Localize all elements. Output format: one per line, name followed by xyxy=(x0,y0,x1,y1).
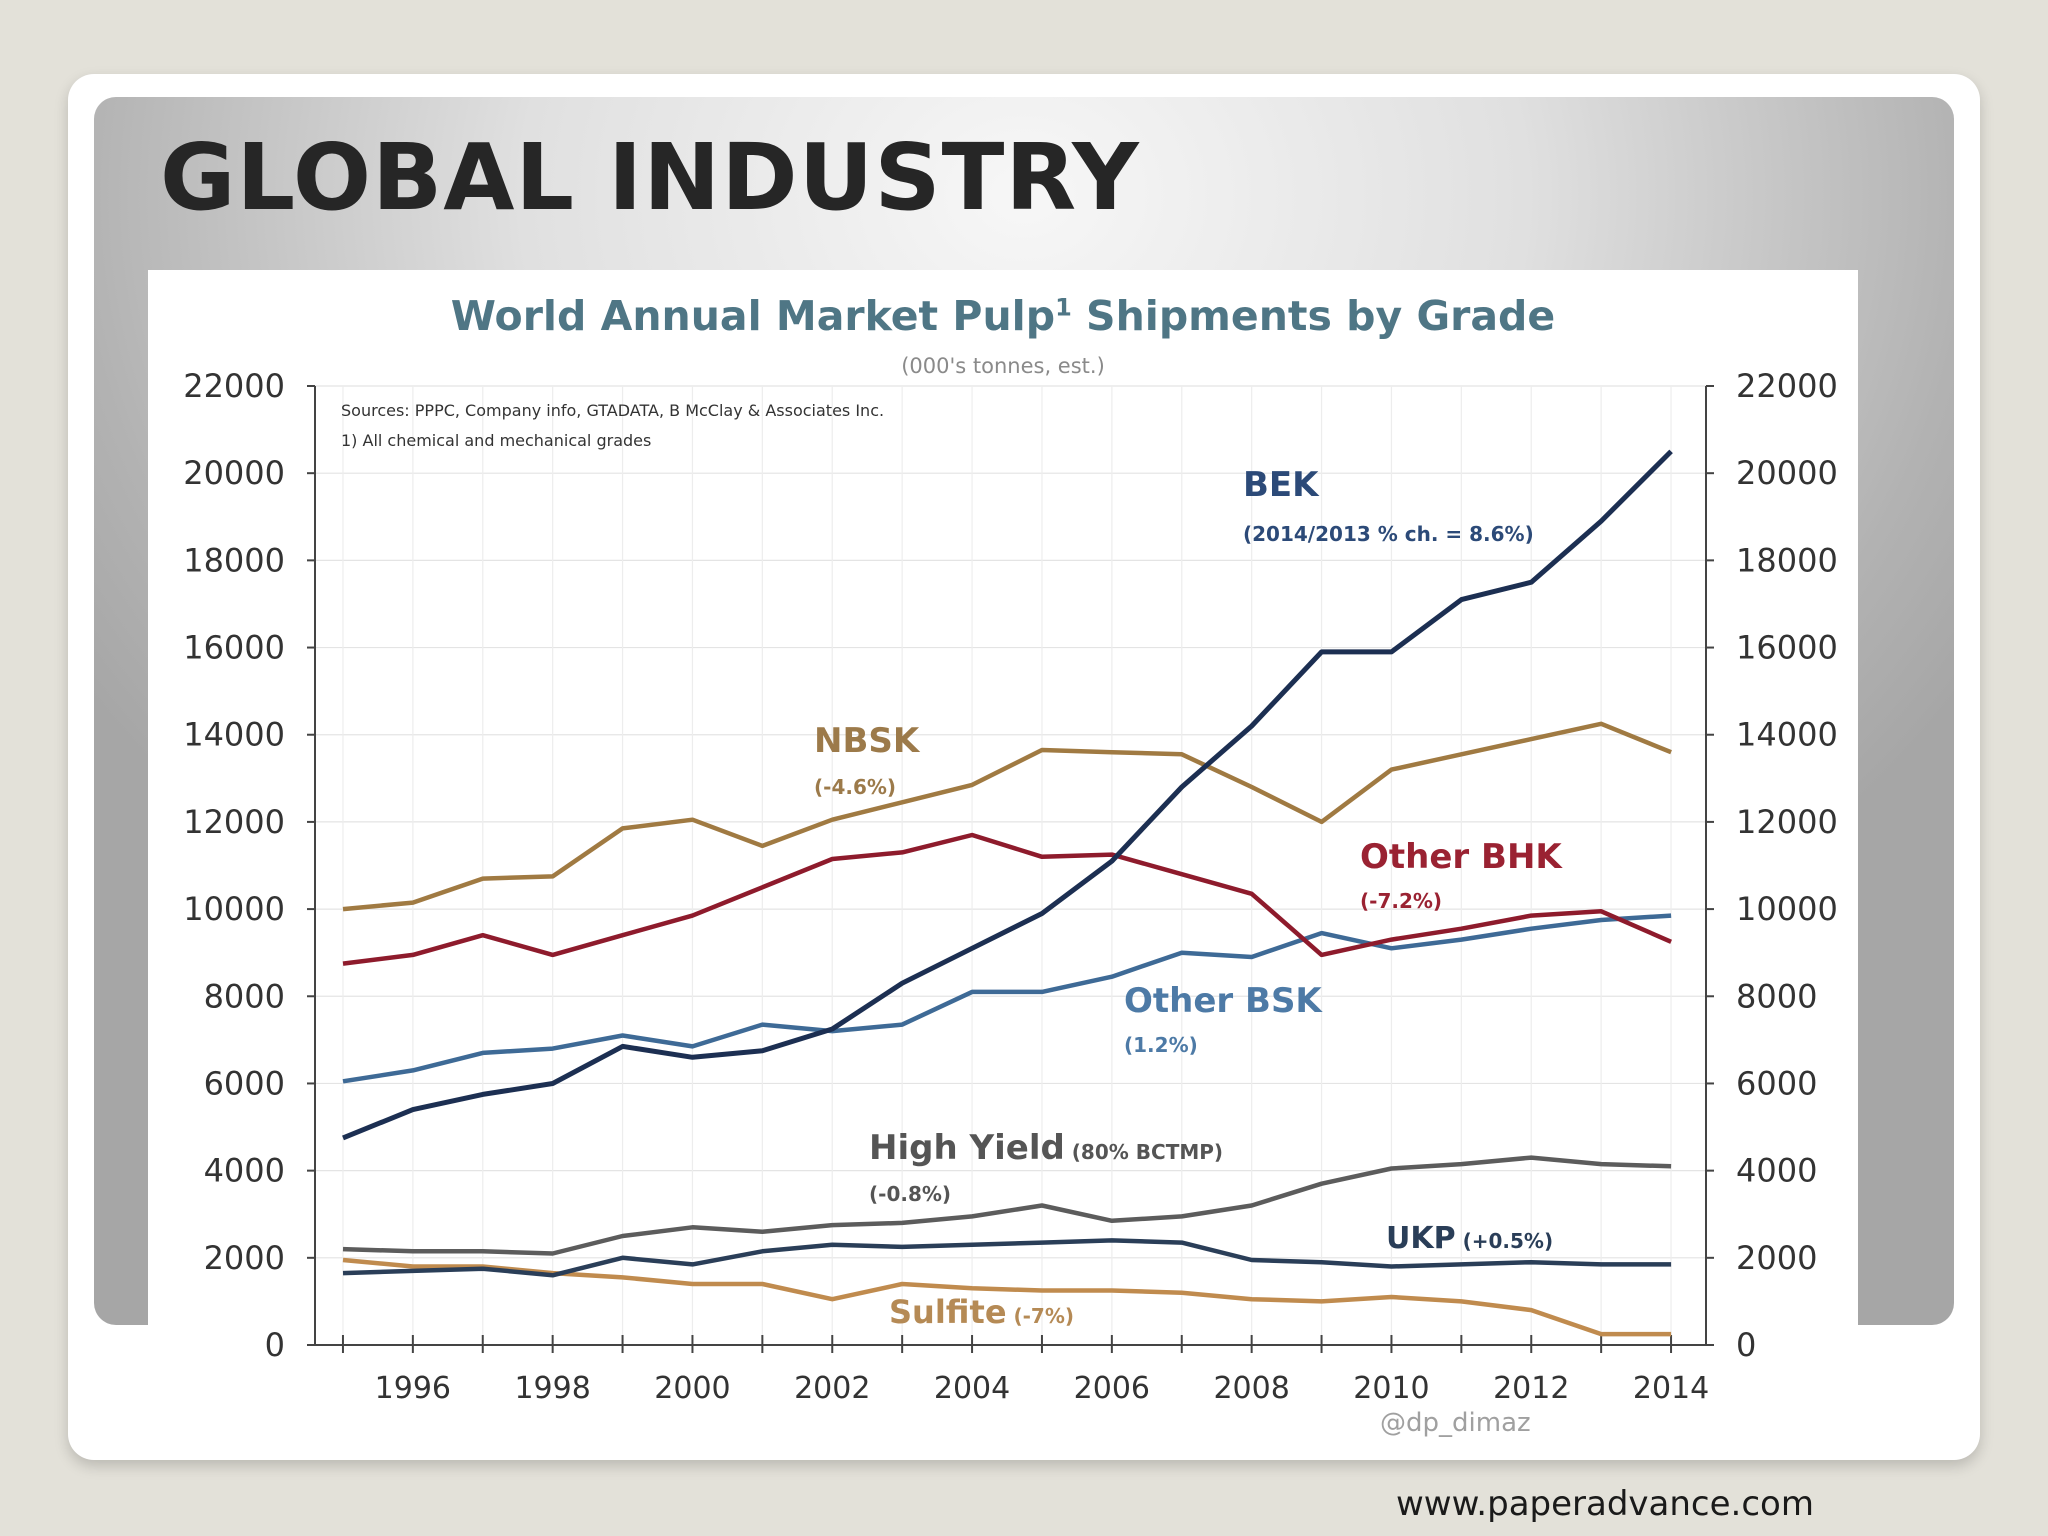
y-tick-label-right: 18000 xyxy=(1736,541,1838,579)
chart-subtitle: (000's tonnes, est.) xyxy=(901,354,1105,378)
y-tick-label-right: 8000 xyxy=(1736,977,1817,1015)
chart-title-rest: Shipments by Grade xyxy=(1071,292,1556,340)
series-line-high-yield xyxy=(342,1155,1672,1256)
series-line-ukp xyxy=(342,1238,1672,1278)
series-name: NBSK xyxy=(814,721,921,761)
y-tick-label-right: 2000 xyxy=(1736,1239,1817,1277)
grid-lines xyxy=(315,385,1706,1346)
series-name: BEK xyxy=(1243,465,1320,505)
sources-note: Sources: PPPC, Company info, GTADATA, B … xyxy=(341,401,885,420)
y-tick-label-left: 2000 xyxy=(204,1239,285,1277)
y-tick-label-left: 4000 xyxy=(204,1152,285,1190)
y-tick-label-left: 18000 xyxy=(183,541,285,579)
y-tick-label-right: 10000 xyxy=(1736,890,1838,928)
series-label-bek: BEK xyxy=(1243,465,1320,505)
series-change-bek: (2014/2013 % ch. = 8.6%) xyxy=(1243,522,1534,546)
y-tick-label-left: 14000 xyxy=(183,716,285,754)
y-tick-label-left: 16000 xyxy=(183,629,285,667)
series-line-bek xyxy=(342,449,1673,1141)
series-label-ukp: UKP (+0.5%) xyxy=(1386,1221,1553,1256)
series-name: Other BSK xyxy=(1124,981,1323,1021)
page-title: GLOBAL INDUSTRY xyxy=(160,124,1140,231)
x-tick-label: 2000 xyxy=(654,1371,730,1406)
series-change-other-bhk: (-7.2%) xyxy=(1360,889,1442,913)
y-tick-label-left: 10000 xyxy=(183,890,285,928)
chart-title: World Annual Market Pulp1 Shipments by G… xyxy=(148,292,1858,340)
series-name: Sulfite xyxy=(889,1293,1007,1331)
y-tick-label-right: 16000 xyxy=(1736,629,1838,667)
chart-title-footnote-mark: 1 xyxy=(1055,293,1072,322)
y-tick-label-right: 20000 xyxy=(1736,454,1838,492)
x-tick-label: 2010 xyxy=(1353,1371,1429,1406)
series-name-suffix: (80% BCTMP) xyxy=(1065,1140,1223,1164)
y-tick-label-right: 0 xyxy=(1736,1326,1756,1364)
x-tick-label: 2008 xyxy=(1213,1371,1289,1406)
y-tick-label-right: 4000 xyxy=(1736,1152,1817,1190)
y-tick-label-left: 0 xyxy=(265,1326,285,1364)
series-name: High Yield xyxy=(869,1128,1065,1168)
series-line-other-bsk xyxy=(342,913,1672,1084)
y-tick-label-right: 14000 xyxy=(1736,716,1838,754)
y-tick-label-left: 12000 xyxy=(183,803,285,841)
series-label-nbsk: NBSK xyxy=(814,721,921,761)
series-name: UKP xyxy=(1386,1221,1456,1256)
series-change-high-yield: (-0.8%) xyxy=(869,1182,951,1206)
series-change: (-7%) xyxy=(1007,1304,1075,1328)
footnote-note: 1) All chemical and mechanical grades xyxy=(341,431,652,450)
x-tick-label: 1998 xyxy=(514,1371,590,1406)
x-tick-label: 2014 xyxy=(1633,1371,1709,1406)
series-label-high-yield: High Yield (80% BCTMP) xyxy=(869,1128,1223,1168)
x-tick-label: 2004 xyxy=(934,1371,1010,1406)
x-tick-label: 2006 xyxy=(1074,1371,1150,1406)
series-change-nbsk: (-4.6%) xyxy=(814,775,896,799)
watermark: @dp_dimaz xyxy=(1380,1408,1531,1438)
series-name: Other BHK xyxy=(1360,837,1563,877)
chart-panel: 0 0 2000 2000 4000 4000 6000 6000 8000 8000 10000 1… xyxy=(148,270,1858,1450)
series-change: (+0.5%) xyxy=(1456,1229,1553,1253)
chart-notes: Sources: PPPC, Company info, GTADATA, B … xyxy=(341,396,884,456)
chart-title-main: World Annual Market Pulp xyxy=(450,292,1056,340)
y-tick-label-left: 20000 xyxy=(183,454,285,492)
series-line-nbsk xyxy=(342,721,1672,912)
y-tick-label-right: 22000 xyxy=(1736,367,1838,405)
y-tick-label-right: 12000 xyxy=(1736,803,1838,841)
footer-url: www.paperadvance.com xyxy=(1396,1484,1814,1524)
y-tick-label-right: 6000 xyxy=(1736,1064,1817,1102)
series-line-other-bhk xyxy=(342,832,1672,966)
x-tick-label: 2012 xyxy=(1493,1371,1569,1406)
y-tick-label-left: 6000 xyxy=(204,1064,285,1102)
y-tick-label-left: 22000 xyxy=(183,367,285,405)
x-tick-label: 1996 xyxy=(375,1371,451,1406)
series-change-other-bsk: (1.2%) xyxy=(1124,1033,1198,1057)
line-chart: 0 0 2000 2000 4000 4000 6000 6000 8000 8000 10000 1… xyxy=(183,367,1838,1406)
series-label-other-bsk: Other BSK xyxy=(1124,981,1323,1021)
y-tick-label-left: 8000 xyxy=(204,977,285,1015)
series-label-other-bhk: Other BHK xyxy=(1360,837,1563,877)
series-label-sulfite: Sulfite (-7%) xyxy=(889,1293,1074,1331)
x-tick-label: 2002 xyxy=(794,1371,870,1406)
